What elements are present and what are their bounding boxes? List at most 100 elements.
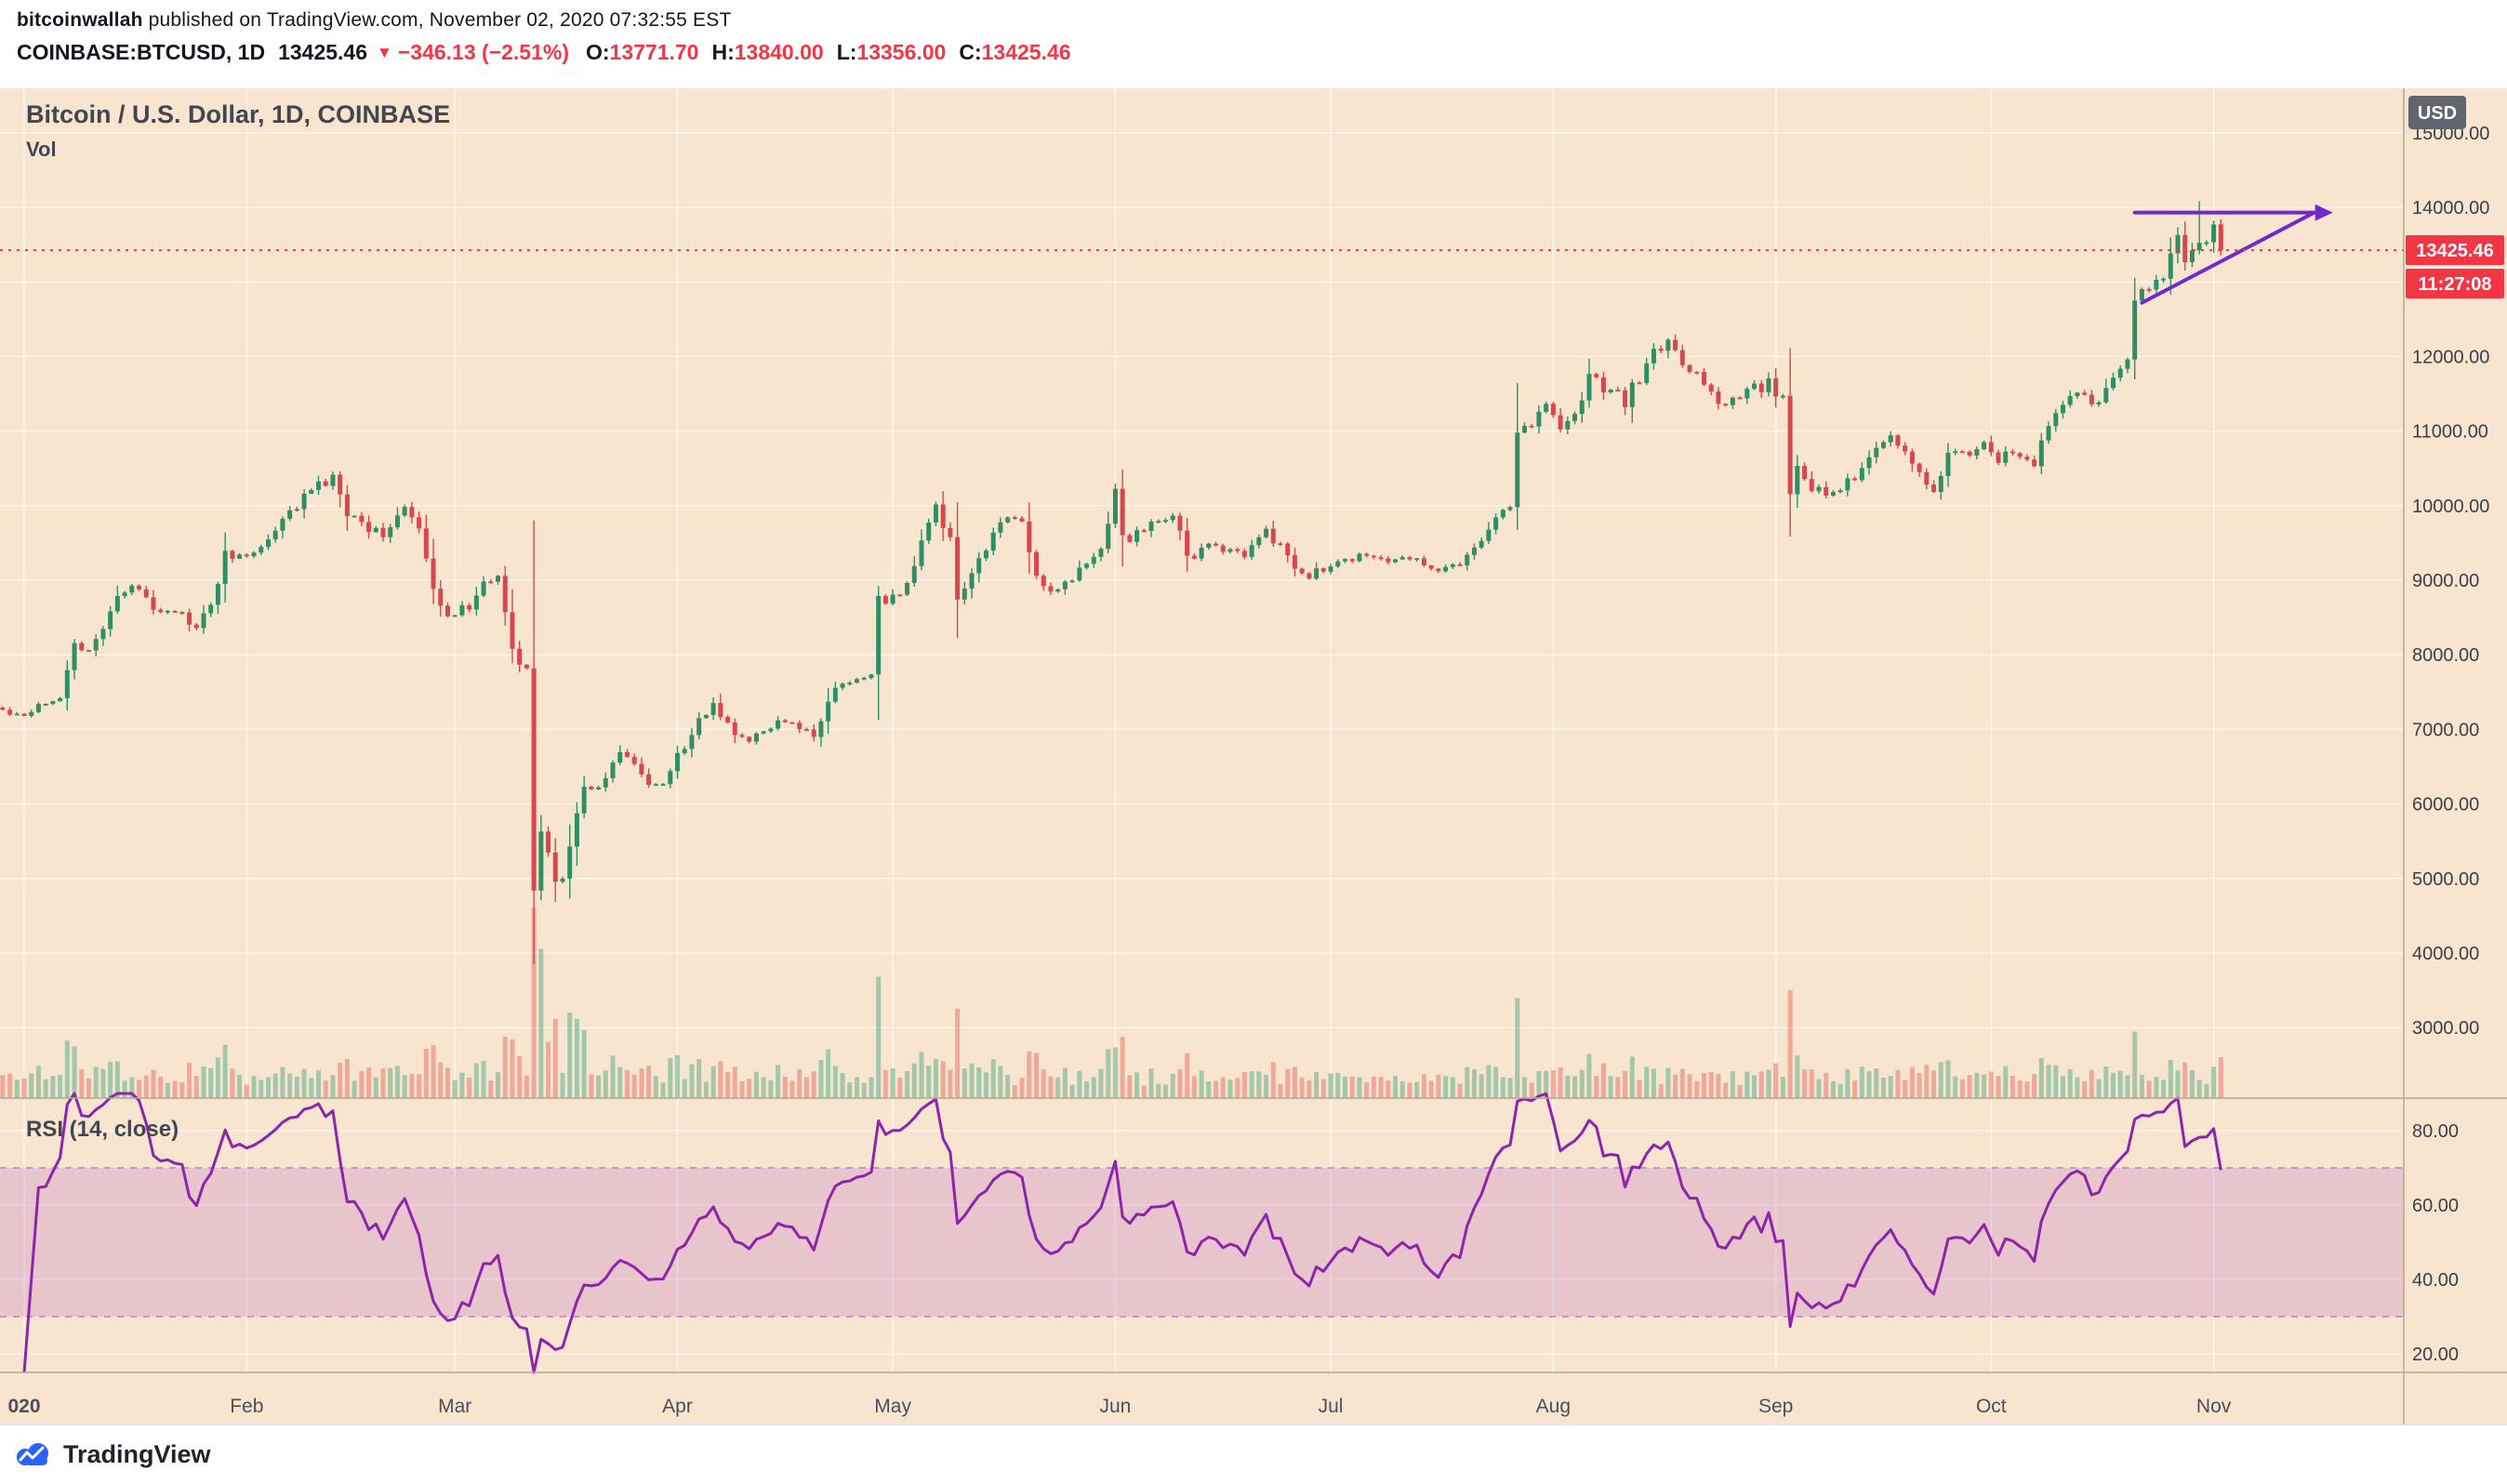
candle bbox=[1558, 415, 1563, 430]
volume-bar bbox=[990, 1059, 996, 1098]
volume-bar bbox=[567, 1012, 573, 1098]
high-value: 13840.00 bbox=[734, 40, 824, 64]
volume-bar bbox=[1471, 1069, 1477, 1098]
volume-bar bbox=[1393, 1076, 1399, 1098]
candle bbox=[811, 729, 816, 737]
candle bbox=[1407, 557, 1413, 560]
volume-bar bbox=[1572, 1076, 1578, 1098]
candle bbox=[151, 597, 156, 610]
candle bbox=[2103, 388, 2109, 403]
price-chart[interactable]: 15000.0014000.0012000.0011000.0010000.00… bbox=[0, 88, 2507, 1424]
candle bbox=[1903, 445, 1908, 452]
chart-background bbox=[0, 88, 2507, 1424]
candle bbox=[280, 518, 285, 531]
volume-bar bbox=[1550, 1070, 1556, 1098]
candle bbox=[502, 576, 508, 613]
candle bbox=[1586, 374, 1592, 401]
volume-bar bbox=[1967, 1075, 1972, 1098]
candle bbox=[510, 612, 515, 649]
time-scale[interactable]: 020 Feb Mar Apr May Jun Jul Aug Sep Oct Nov bbox=[7, 1396, 2231, 1417]
candle bbox=[2082, 392, 2088, 395]
volume-bar bbox=[79, 1069, 85, 1098]
volume-bar bbox=[1141, 1085, 1147, 1098]
candle bbox=[259, 547, 264, 553]
volume-bar bbox=[86, 1078, 91, 1098]
currency-badge[interactable]: USD bbox=[2408, 96, 2466, 129]
chart-title: Bitcoin / U.S. Dollar, 1D, COINBASE bbox=[26, 100, 450, 128]
volume-bar bbox=[1874, 1067, 1879, 1098]
candle bbox=[1830, 492, 1836, 496]
volume-bar bbox=[1608, 1076, 1613, 1098]
rsi-axis-label: 40.00 bbox=[2412, 1270, 2459, 1291]
volume-bar bbox=[869, 1077, 874, 1098]
volume-bar bbox=[1816, 1079, 1822, 1098]
trendline-drawings[interactable] bbox=[2132, 204, 2333, 305]
tradingview-logo-icon bbox=[17, 1442, 48, 1465]
candle bbox=[776, 720, 781, 729]
footer: TradingView bbox=[0, 1424, 2507, 1484]
volume-bar bbox=[1112, 1047, 1118, 1098]
volume-bar bbox=[1996, 1076, 2001, 1098]
volume-bar bbox=[818, 1059, 824, 1098]
volume-bar bbox=[1500, 1077, 1506, 1098]
candle bbox=[1795, 466, 1800, 495]
chart-area[interactable]: 15000.00 14000.00 12000.00 11000.00 10000.00… bbox=[0, 88, 2507, 1424]
volume-bar bbox=[1349, 1076, 1355, 1098]
candle bbox=[789, 722, 795, 724]
candle bbox=[1780, 395, 1785, 398]
candle bbox=[330, 474, 336, 486]
candle bbox=[1127, 535, 1133, 542]
candle bbox=[179, 612, 185, 615]
candle bbox=[208, 604, 214, 614]
time-axis-label: Jul bbox=[1319, 1396, 1344, 1417]
volume-bar bbox=[531, 908, 537, 1098]
candle bbox=[1278, 543, 1283, 546]
volume-bar bbox=[581, 1029, 587, 1098]
candle bbox=[531, 668, 537, 891]
volume-bar bbox=[2111, 1072, 2116, 1098]
price-axis-label: 8000.00 bbox=[2412, 645, 2479, 666]
ohlc-open: O:13771.70 bbox=[586, 40, 699, 65]
candle bbox=[2075, 392, 2080, 397]
volume-bar bbox=[2038, 1057, 2044, 1098]
volume-bar bbox=[926, 1066, 932, 1098]
candle bbox=[1967, 451, 1972, 456]
candle bbox=[1299, 568, 1305, 574]
trendline-support bbox=[2140, 210, 2316, 305]
candle bbox=[1048, 586, 1054, 592]
candle bbox=[1206, 543, 1212, 549]
candle bbox=[624, 751, 630, 758]
volume-bar bbox=[739, 1081, 745, 1098]
pane-separators bbox=[0, 88, 2507, 1424]
candle bbox=[603, 777, 608, 788]
volume-bar bbox=[1443, 1076, 1449, 1098]
volume-bar bbox=[983, 1072, 988, 1098]
volume-bar bbox=[2117, 1070, 2123, 1098]
candle bbox=[1357, 553, 1362, 562]
volume-bar bbox=[1148, 1068, 1154, 1098]
candle bbox=[50, 701, 56, 704]
candle bbox=[294, 509, 299, 511]
candle bbox=[2089, 394, 2094, 404]
volume-bar bbox=[467, 1077, 472, 1098]
candle bbox=[905, 582, 910, 595]
volume-bar bbox=[1931, 1070, 1937, 1098]
price-scale[interactable]: 15000.0014000.0012000.0011000.0010000.00… bbox=[2412, 124, 2489, 1365]
candle bbox=[689, 735, 695, 749]
candle bbox=[1421, 558, 1426, 565]
volume-bar bbox=[35, 1066, 41, 1098]
volume-bar bbox=[1658, 1084, 1664, 1098]
volume-bar bbox=[725, 1072, 731, 1098]
candle bbox=[265, 539, 271, 548]
candle bbox=[1185, 530, 1190, 556]
volume-bar bbox=[1880, 1078, 1886, 1098]
tradingview-link[interactable]: TradingView bbox=[13, 1440, 211, 1469]
volume-bar bbox=[1536, 1070, 1542, 1098]
author-name: bitcoinwallah bbox=[17, 9, 143, 31]
volume-bar bbox=[919, 1052, 924, 1098]
volume-bar bbox=[782, 1077, 788, 1098]
volume-bar bbox=[215, 1057, 220, 1098]
candle bbox=[926, 522, 932, 541]
price-axis-label: 10000.00 bbox=[2412, 497, 2489, 517]
candle bbox=[1629, 382, 1635, 407]
